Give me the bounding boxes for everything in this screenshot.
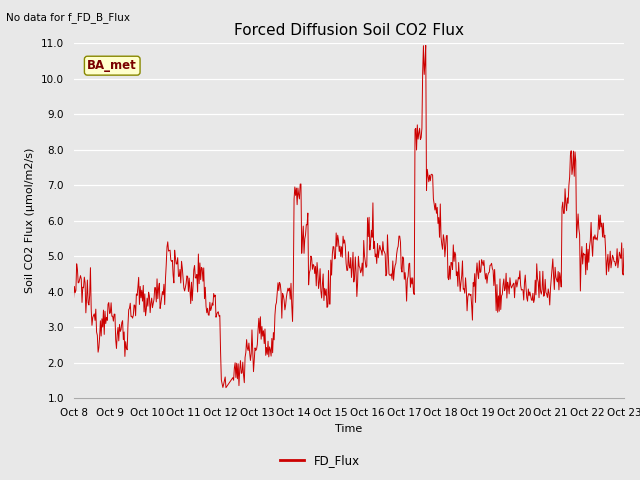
Legend: FD_Flux: FD_Flux: [276, 449, 364, 472]
Title: Forced Diffusion Soil CO2 Flux: Forced Diffusion Soil CO2 Flux: [234, 23, 464, 38]
Text: No data for f_FD_B_Flux: No data for f_FD_B_Flux: [6, 12, 131, 23]
Text: BA_met: BA_met: [88, 59, 137, 72]
Y-axis label: Soil CO2 Flux (μmol/m2/s): Soil CO2 Flux (μmol/m2/s): [25, 148, 35, 293]
X-axis label: Time: Time: [335, 424, 362, 433]
